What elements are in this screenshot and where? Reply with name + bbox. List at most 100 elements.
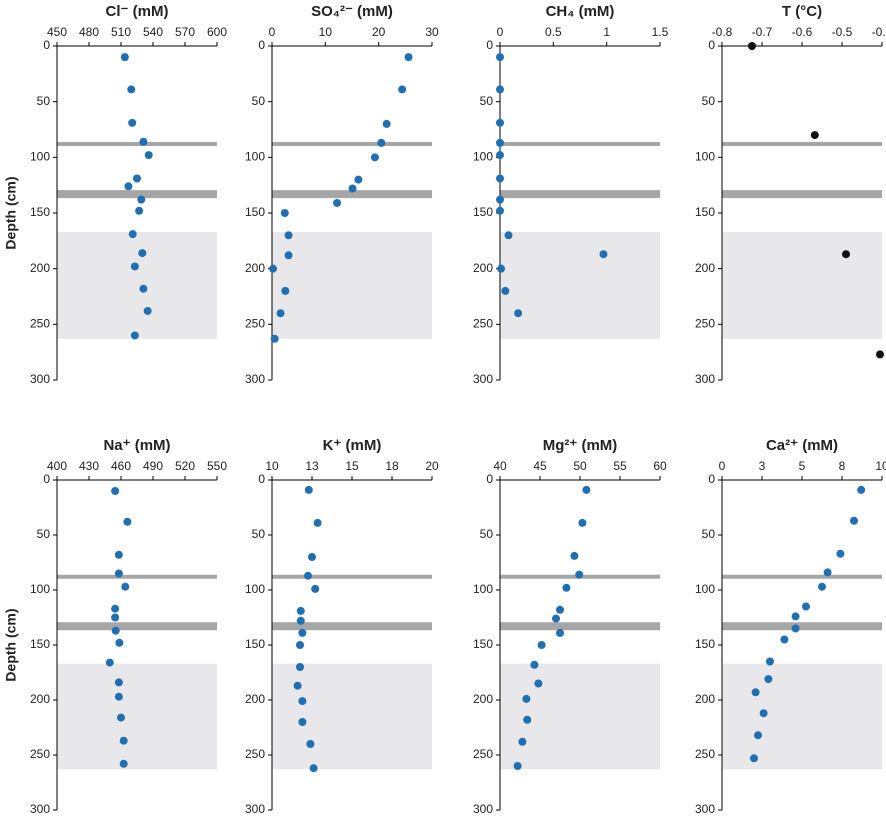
data-point [111,487,120,495]
y-tick-label: 100 [30,582,50,596]
data-point [127,85,136,94]
data-point [308,553,316,561]
y-axis-label: Depth (cm) [3,176,19,249]
x-tick-label: 0 [269,25,276,39]
data-point [304,571,312,580]
x-tick-label: 18 [385,459,399,473]
x-tick-label: 430 [79,459,99,473]
data-point [518,737,527,746]
data-point [370,153,379,162]
data-point [111,613,120,622]
x-tick-label: 45 [533,459,547,473]
y-tick-label: 0 [708,38,715,52]
y-tick-label: 200 [695,692,715,706]
y-tick-label: 50 [702,94,716,108]
data-point [306,740,315,748]
x-tick-label: 520 [175,459,195,473]
data-point [501,286,510,295]
y-tick-label: 200 [473,261,493,275]
data-point [766,657,774,666]
x-tick-label: 460 [111,459,131,473]
y-tick-label: 100 [695,150,715,164]
x-tick-label: 0 [497,25,504,39]
data-point [269,264,278,273]
data-point [857,485,866,494]
data-point [105,658,114,667]
y-tick-label: 0 [486,472,493,486]
y-tick-label: 150 [695,637,715,651]
y-axis-label: Depth (cm) [3,608,19,681]
shaded-zone [500,231,660,339]
x-tick-label: 10 [319,25,333,39]
panel-title: Mg²⁺ (mM) [543,437,618,454]
data-point [270,334,279,343]
data-point [114,550,123,559]
y-tick-label: 300 [473,372,493,386]
shaded-zone [272,231,432,339]
data-point [842,250,850,259]
y-tick-label: 200 [695,261,715,275]
data-point [133,174,141,183]
panel-title: CH₄ (mM) [546,3,615,20]
data-point [114,678,123,687]
x-tick-label: 600 [207,25,227,39]
data-point [496,174,504,183]
y-tick-label: 0 [258,38,265,52]
x-tick-label: 550 [207,459,227,473]
x-tick-label: 50 [573,459,587,473]
y-tick-label: 300 [695,372,715,386]
x-tick-label: 400 [47,459,67,473]
data-point [304,485,313,494]
y-tick-label: 50 [252,94,266,108]
shaded-zone [500,663,660,770]
y-tick-label: 200 [30,692,50,706]
x-tick-label: 30 [425,25,439,39]
y-tick-label: 0 [258,472,265,486]
data-point [111,626,120,635]
y-tick-label: 250 [245,317,265,331]
y-tick-label: 150 [30,205,50,219]
x-tick-label: 570 [175,25,195,39]
panel-title: T (°C) [782,3,822,20]
data-point [313,518,322,527]
y-tick-label: 200 [30,261,50,275]
x-tick-label: -0.6 [792,25,813,39]
data-point [128,230,137,239]
data-point [139,284,148,293]
x-tick-label: 450 [47,25,67,39]
data-point [111,604,120,613]
data-point [130,262,139,271]
data-point [530,660,539,669]
data-point [791,624,800,633]
y-tick-label: 50 [480,527,494,541]
panel-title: K⁺ (mM) [323,437,382,454]
y-tick-label: 250 [473,317,493,331]
data-point [298,697,307,706]
y-tick-label: 250 [30,317,50,331]
data-point [876,350,884,359]
x-tick-label: 10 [265,459,279,473]
data-point [119,759,128,768]
data-point [377,138,386,147]
y-tick-label: 300 [695,802,715,816]
panel-title: SO₄²⁻ (mM) [311,3,393,20]
x-tick-label: 1 [603,25,610,39]
data-point [556,605,564,614]
data-point [354,175,363,184]
data-point [791,612,800,621]
x-tick-label: -0.5 [832,25,853,39]
data-point [523,715,532,724]
data-point [504,231,513,240]
y-tick-label: 50 [37,94,51,108]
data-point [298,628,307,637]
data-point [404,53,413,62]
y-tick-label: 250 [473,747,493,761]
y-tick-label: 300 [30,372,50,386]
x-tick-label: 8 [839,459,846,473]
data-point [496,53,504,62]
data-point [311,584,320,593]
data-point [137,195,146,204]
y-tick-label: 50 [702,527,716,541]
panel-title: Ca²⁺ (mM) [766,437,838,454]
data-point [280,209,289,217]
